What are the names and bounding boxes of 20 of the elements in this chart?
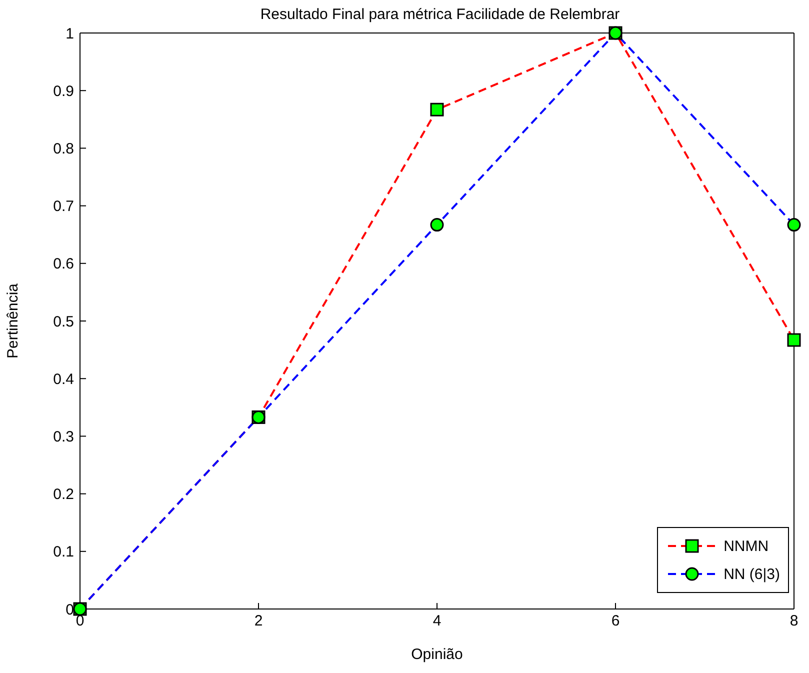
x-axis-title: Opinião — [411, 646, 463, 663]
chart-title: Resultado Final para métrica Facilidade de Relembrar — [259, 6, 621, 23]
y-axis-title: Pertinência — [4, 282, 22, 359]
y-tick-label: 0.3 — [53, 428, 74, 446]
legend-label: NN (6|3) — [724, 566, 780, 582]
y-tick-label: 0.2 — [53, 486, 74, 504]
y-tick-label: 1 — [66, 25, 74, 42]
y-tick-label: 0 — [66, 601, 74, 618]
x-tick-label: 6 — [611, 612, 620, 630]
x-tick-label: 4 — [432, 612, 442, 630]
y-tick-label: 0.9 — [53, 82, 74, 100]
y-tick-label: 0.4 — [53, 370, 74, 388]
x-tick-label: 8 — [790, 612, 798, 630]
y-tick-label: 0.8 — [53, 140, 74, 158]
legend-label: NNMN — [724, 538, 769, 554]
y-tick-label: 0.6 — [53, 256, 74, 273]
y-tick-label: 0.5 — [53, 313, 74, 330]
x-tick-label: 2 — [254, 612, 263, 630]
y-tick-label: 0.1 — [53, 544, 74, 561]
y-tick-label: 0.7 — [53, 198, 74, 216]
